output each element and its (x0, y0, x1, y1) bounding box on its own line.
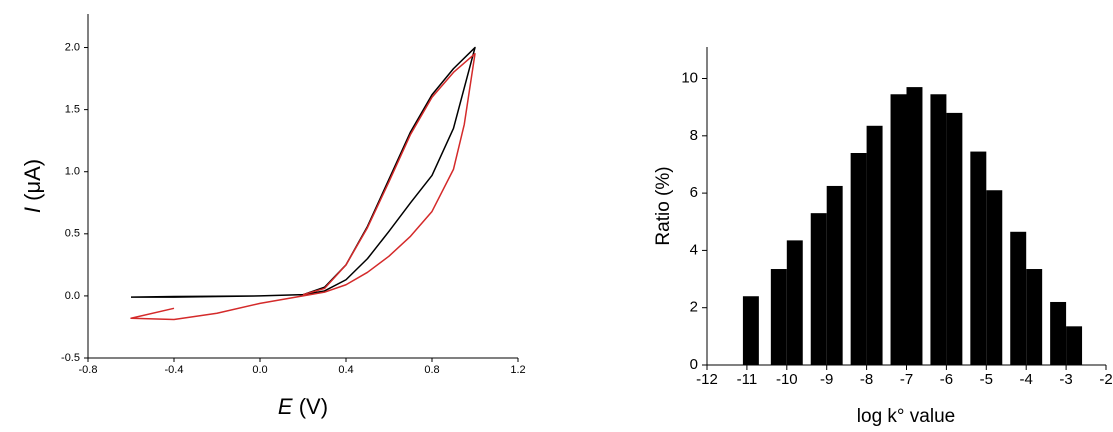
bar (826, 185, 843, 365)
bar (770, 269, 787, 365)
y-axis-label: Ratio (%) (653, 166, 674, 245)
y-tick-label: 1.5 (65, 104, 80, 116)
y-tick-label: 4 (690, 241, 698, 258)
x-axis-label: log k° value (857, 406, 955, 427)
y-label-unit: (μA) (20, 159, 45, 201)
x-tick-label: 0.0 (252, 364, 267, 376)
x-tick-label: -8 (860, 371, 873, 388)
bar (1026, 269, 1043, 365)
x-label-unit: (V) (299, 394, 328, 419)
x-tick-label: -0.4 (165, 364, 184, 376)
y-tick-label: 0.5 (65, 228, 80, 240)
x-tick-label: -9 (820, 371, 833, 388)
x-tick-label: -12 (696, 371, 718, 388)
x-tick-label: -10 (776, 371, 798, 388)
bar (786, 240, 803, 365)
bar (1066, 326, 1083, 365)
x-tick-label: 0.4 (338, 364, 353, 376)
bar (810, 213, 827, 365)
y-tick-label: 0 (690, 356, 698, 373)
x-tick-label: 1.2 (510, 364, 525, 376)
y-tick-label: 1.0 (65, 166, 80, 178)
x-tick-label: -11 (737, 371, 758, 388)
bar (742, 296, 759, 365)
x-axis-label: E (V) (278, 394, 328, 419)
bar (850, 153, 867, 365)
y-tick-label: 8 (690, 127, 698, 144)
x-label-symbol: E (278, 394, 293, 419)
y-tick-label: 0.0 (65, 290, 80, 302)
cv-curve (130, 52, 476, 321)
bar (970, 151, 987, 365)
x-tick-label: -4 (1020, 371, 1033, 388)
bar (1050, 301, 1067, 365)
bar (866, 125, 883, 365)
bar (906, 87, 923, 366)
x-tick-label: -3 (1059, 371, 1072, 388)
bar (946, 112, 963, 365)
x-tick-label: -0.8 (79, 364, 98, 376)
y-tick-label: -0.5 (61, 352, 80, 364)
x-tick-label: 0.8 (424, 364, 439, 376)
cv-curve (130, 46, 476, 298)
x-tick-label: -6 (940, 371, 953, 388)
bar (986, 190, 1003, 365)
y-axis-label: I (μA) (20, 159, 45, 213)
y-tick-label: 2.0 (65, 41, 80, 53)
x-tick-label: -5 (980, 371, 993, 388)
x-tick-label: -7 (900, 371, 913, 388)
y-tick-label: 10 (681, 69, 698, 86)
y-tick-label: 6 (690, 184, 698, 201)
bar (1010, 231, 1027, 365)
y-tick-label: 2 (690, 299, 698, 316)
y-label-symbol: I (20, 207, 45, 213)
bar (930, 94, 947, 366)
x-tick-label: -2 (1099, 371, 1112, 388)
bar (890, 94, 907, 366)
